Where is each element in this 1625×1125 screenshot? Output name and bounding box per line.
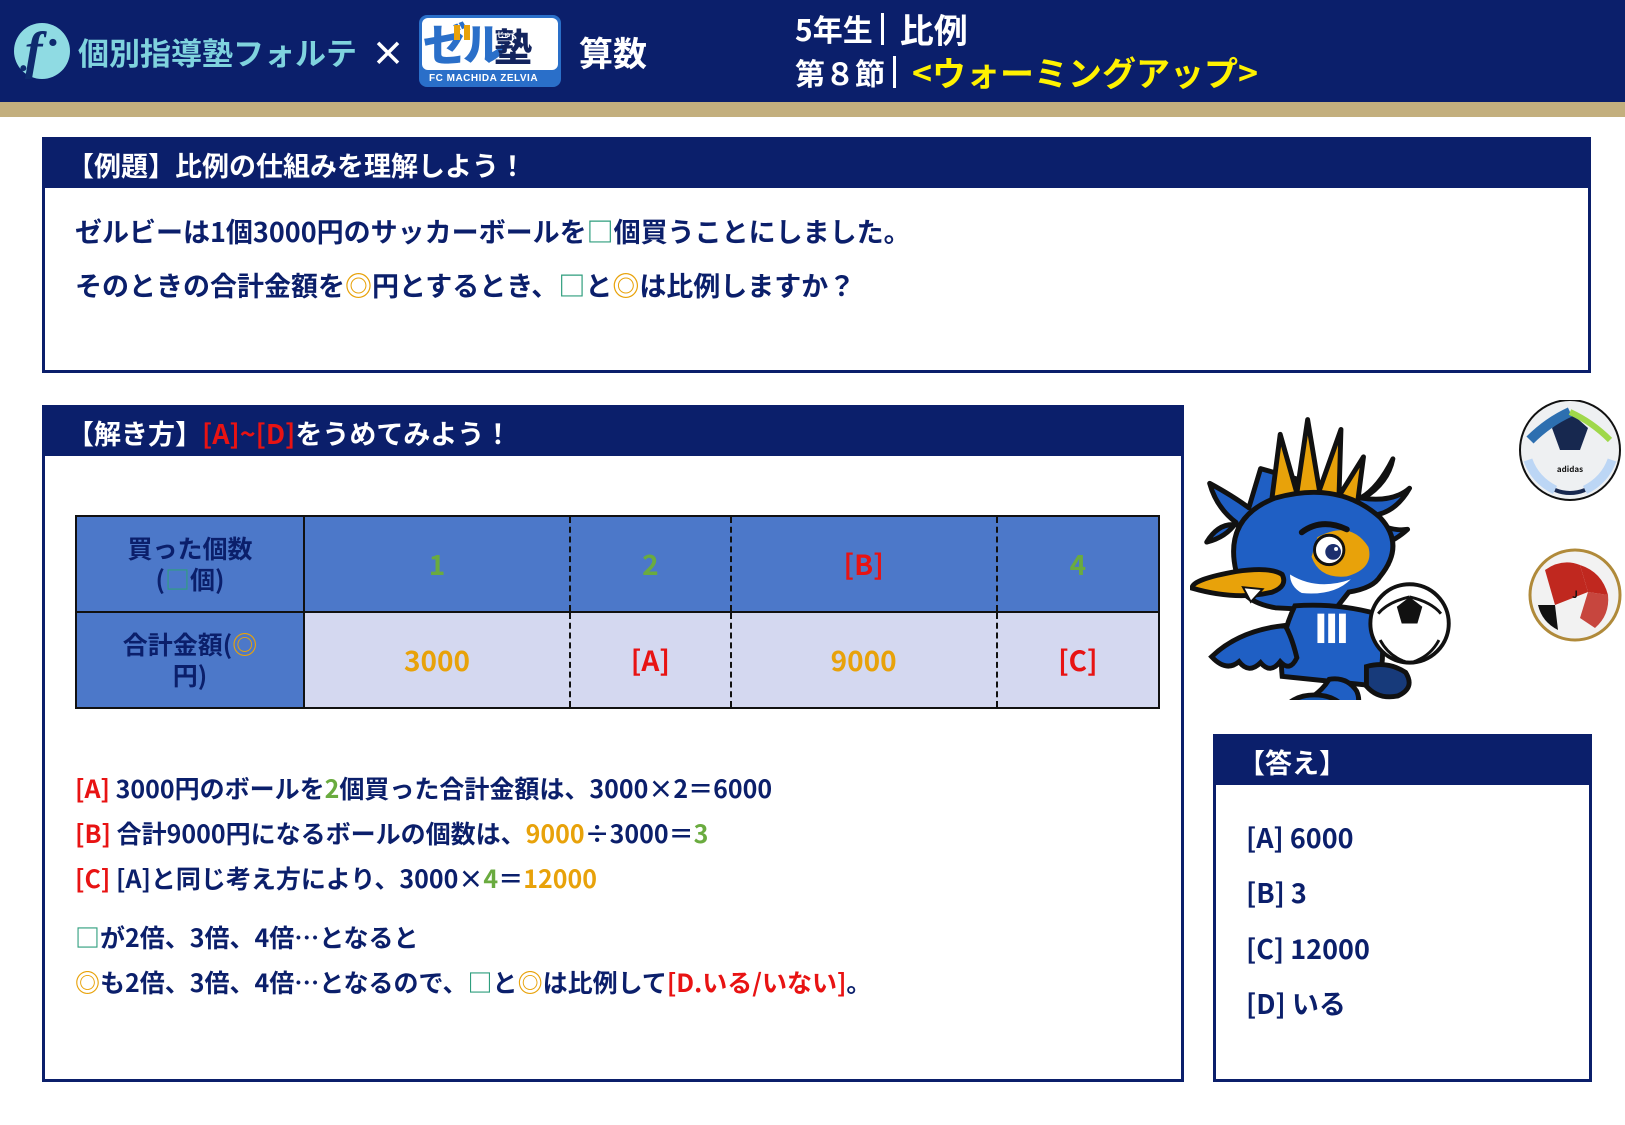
- svg-text:FC MACHIDA ZELVIA: FC MACHIDA ZELVIA: [429, 73, 538, 84]
- svg-text:じゅく: じゅく: [497, 30, 518, 40]
- svg-text:J: J: [1572, 586, 1578, 601]
- svg-text:adidas: adidas: [1557, 464, 1583, 475]
- svg-text:塾: 塾: [494, 17, 532, 72]
